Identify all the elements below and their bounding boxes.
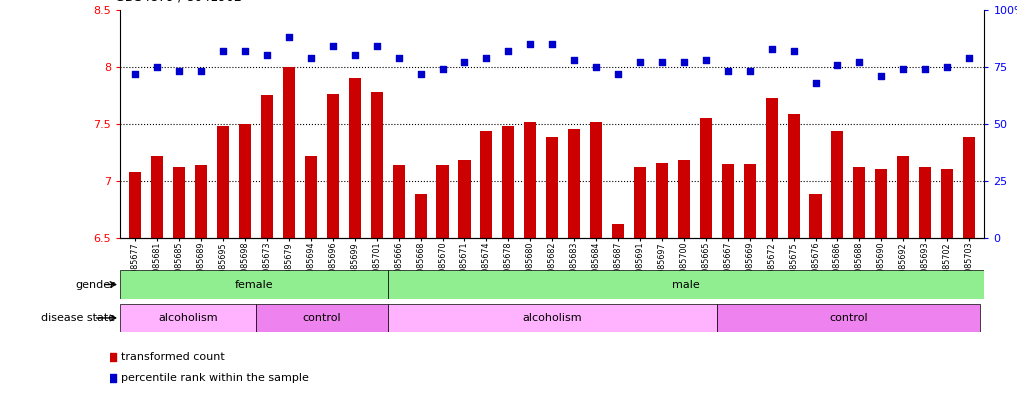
Bar [129, 172, 141, 238]
Bar [326, 94, 339, 238]
Point [522, 41, 538, 47]
Bar [810, 195, 822, 238]
Point [829, 61, 845, 68]
Bar [876, 169, 888, 238]
Point [351, 298, 367, 304]
Point [610, 70, 626, 77]
Point [785, 48, 801, 54]
Bar [349, 78, 361, 238]
Point [500, 48, 517, 54]
Bar [941, 169, 953, 238]
Bar [261, 95, 273, 238]
Bar [173, 167, 185, 238]
Point [675, 59, 692, 65]
Text: gender: gender [75, 279, 115, 290]
Bar [634, 167, 646, 238]
Point [807, 80, 824, 86]
Bar [897, 156, 909, 238]
Point [566, 57, 583, 63]
Bar [524, 121, 536, 238]
Point [127, 70, 143, 77]
Bar [832, 130, 843, 238]
Bar [963, 138, 975, 238]
Bar [546, 138, 558, 238]
Bar [436, 165, 448, 238]
Bar [590, 121, 602, 238]
Bar [120, 304, 256, 332]
Point [895, 66, 911, 72]
Point [874, 73, 890, 79]
Bar [459, 160, 471, 238]
Point [391, 55, 407, 61]
Bar [283, 67, 295, 238]
Bar [217, 126, 229, 238]
Bar [393, 165, 405, 238]
Point [281, 34, 297, 40]
Point [303, 55, 319, 61]
Text: GDS4879 / 8041902: GDS4879 / 8041902 [115, 0, 242, 4]
Point [324, 43, 341, 50]
Bar [195, 165, 207, 238]
Point [632, 59, 648, 65]
Point [368, 43, 384, 50]
Point [347, 52, 363, 59]
Point [698, 57, 714, 63]
Point [237, 48, 253, 54]
Bar [766, 97, 778, 238]
Bar [502, 126, 515, 238]
Point [413, 70, 429, 77]
Text: alcoholism: alcoholism [159, 313, 218, 323]
Bar [656, 163, 668, 238]
Text: male: male [672, 279, 700, 290]
Bar [743, 163, 756, 238]
Point [764, 46, 780, 52]
Bar [415, 195, 426, 238]
Bar [700, 118, 712, 238]
Point [351, 105, 367, 111]
Bar [569, 129, 581, 238]
Bar [678, 160, 690, 238]
Text: transformed count: transformed count [121, 352, 225, 362]
Point [259, 52, 276, 59]
Point [149, 64, 166, 70]
Point [654, 59, 670, 65]
Bar [853, 167, 865, 238]
Point [961, 55, 977, 61]
Text: control: control [302, 313, 341, 323]
Bar [387, 304, 717, 332]
Bar [120, 270, 387, 299]
Bar [717, 304, 980, 332]
Text: alcoholism: alcoholism [523, 313, 582, 323]
Bar [919, 167, 932, 238]
Point [544, 41, 560, 47]
Point [588, 64, 604, 70]
Point [917, 66, 934, 72]
Bar [370, 92, 382, 238]
Bar [152, 156, 164, 238]
Bar [722, 163, 734, 238]
Point [193, 68, 210, 75]
Bar [305, 156, 317, 238]
Point [434, 66, 451, 72]
Text: percentile rank within the sample: percentile rank within the sample [121, 373, 309, 383]
Bar [612, 224, 624, 238]
Text: female: female [235, 279, 274, 290]
Point [851, 59, 868, 65]
Text: disease state: disease state [41, 313, 115, 323]
Bar [387, 270, 984, 299]
Point [171, 68, 187, 75]
Point [939, 64, 955, 70]
Point [478, 55, 494, 61]
Bar [480, 130, 492, 238]
Bar [787, 114, 799, 238]
Text: control: control [829, 313, 868, 323]
Point [720, 68, 736, 75]
Point [215, 48, 231, 54]
Bar [256, 304, 387, 332]
Bar [239, 124, 251, 238]
Point [457, 59, 473, 65]
Point [741, 68, 758, 75]
